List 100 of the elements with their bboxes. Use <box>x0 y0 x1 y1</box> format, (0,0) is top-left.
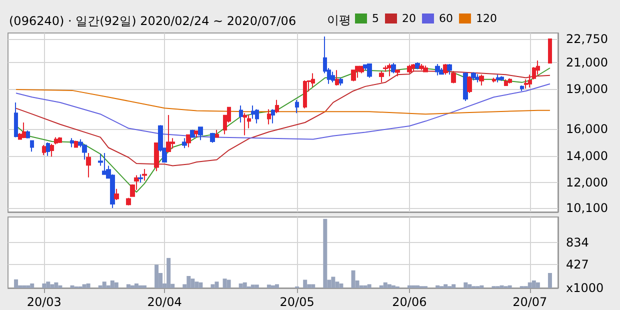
candlestick <box>451 70 456 84</box>
candlestick <box>46 142 50 156</box>
candlestick <box>295 99 299 114</box>
candlestick <box>391 62 396 74</box>
candlestick <box>528 74 532 88</box>
y-tick-label: 21,000 <box>566 55 608 70</box>
bar <box>436 285 440 288</box>
candlestick <box>492 77 496 83</box>
y-tick-label: 12,000 <box>566 176 608 190</box>
y-tick-label: 16,000 <box>566 122 608 136</box>
candlestick <box>411 63 416 72</box>
bar <box>452 284 456 288</box>
candlestick <box>524 78 528 90</box>
candlestick <box>86 152 91 178</box>
legend-label: 5 <box>372 12 379 25</box>
bar <box>254 284 259 288</box>
y-tick-label: 10,100 <box>566 200 608 215</box>
bar <box>339 283 344 288</box>
bar <box>444 284 448 288</box>
bar <box>323 218 328 288</box>
bar <box>387 284 392 288</box>
candlestick <box>335 70 339 86</box>
bar <box>351 270 356 288</box>
candlestick <box>166 114 171 153</box>
bar <box>242 282 247 288</box>
candlestick <box>210 132 215 144</box>
candlestick <box>58 136 62 144</box>
bar <box>166 258 171 288</box>
y-tick-label: x1000 <box>566 281 604 295</box>
candlestick <box>114 188 119 200</box>
line-series <box>16 70 550 166</box>
candlestick <box>70 138 74 148</box>
candlestick <box>395 70 400 77</box>
bar <box>383 282 388 288</box>
bar <box>198 282 203 288</box>
bar <box>210 284 215 288</box>
x-tick-label: 20/06 <box>392 295 427 309</box>
bar <box>194 282 199 288</box>
chart-title: (096240) · 일간(92일) 2020/02/24 ~ 2020/07/06 <box>9 14 296 28</box>
bar <box>480 285 484 288</box>
candlestick <box>355 66 360 78</box>
bar <box>114 282 118 288</box>
bar <box>266 284 271 288</box>
candlestick <box>508 78 512 84</box>
bar <box>307 284 312 288</box>
bar <box>54 282 58 288</box>
candlestick <box>154 142 159 172</box>
candlestick <box>435 63 440 76</box>
candlestick <box>186 134 191 148</box>
bar <box>363 285 368 288</box>
candlestick <box>407 64 412 74</box>
y-tick-label: 14,000 <box>566 148 608 163</box>
bar <box>46 282 50 288</box>
candlestick <box>447 63 452 76</box>
candlestick <box>419 63 424 71</box>
candlestick <box>26 130 30 139</box>
candlestick <box>50 143 54 158</box>
bar <box>411 285 416 288</box>
candlestick <box>303 80 307 109</box>
candlestick <box>339 77 343 86</box>
bar <box>391 285 396 288</box>
bar <box>86 283 90 288</box>
candlestick <box>255 108 259 124</box>
candlestick <box>500 76 504 82</box>
candlestick <box>251 105 255 120</box>
bar <box>379 285 384 288</box>
candlestick <box>239 105 243 123</box>
candlestick <box>536 60 540 76</box>
candlestick <box>275 99 279 114</box>
candlestick <box>387 62 392 77</box>
bar <box>130 285 134 288</box>
bar <box>250 284 255 288</box>
bar <box>500 285 504 288</box>
candlestick <box>22 122 26 139</box>
y-tick-label: 834 <box>566 235 589 250</box>
candlestick <box>331 71 335 83</box>
bar <box>138 285 142 288</box>
candlestick <box>102 152 107 175</box>
candlestick <box>479 74 484 86</box>
candlestick <box>267 108 271 125</box>
candlestick <box>439 68 444 76</box>
candlestick <box>471 72 476 81</box>
candlestick <box>463 72 468 102</box>
bar <box>154 264 159 288</box>
bar <box>70 285 74 288</box>
bar <box>528 282 532 288</box>
line-series <box>16 68 550 193</box>
bar <box>26 285 30 288</box>
bar <box>548 272 552 288</box>
legend-label: 60 <box>438 12 453 25</box>
line-series <box>16 89 550 115</box>
y-tick-label: 427 <box>566 258 589 272</box>
bar <box>508 285 512 288</box>
candlestick <box>367 63 372 78</box>
line-series <box>16 83 550 140</box>
candlestick <box>30 140 34 152</box>
candlestick <box>271 108 275 124</box>
bar <box>190 278 195 288</box>
bar <box>367 284 372 288</box>
legend-label: 20 <box>402 12 416 25</box>
